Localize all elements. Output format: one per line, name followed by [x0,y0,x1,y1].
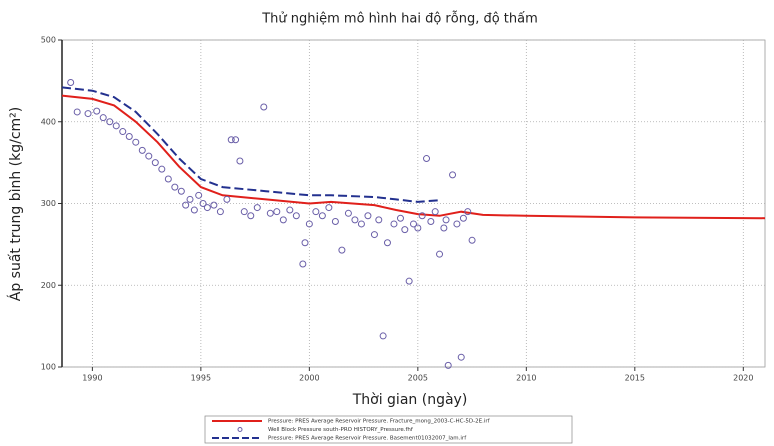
legend-box [204,415,573,444]
point [93,107,101,115]
point [125,132,133,140]
point [312,208,320,216]
point [73,108,81,116]
point [410,220,417,228]
point [299,260,307,268]
x-tick-label: 2000 [299,374,319,383]
point [99,114,107,122]
point [227,136,235,144]
y-axis-label: Áp suất trung bình (kg/cm²) [7,107,24,301]
point [151,159,159,167]
point [351,216,359,224]
point [357,220,365,228]
point [67,79,75,87]
point [418,212,426,220]
x-tick-label: 2005 [408,374,428,383]
point [375,216,383,224]
point [186,195,194,203]
point [106,118,114,126]
point [223,195,231,203]
point [401,226,409,234]
point [325,204,333,212]
legend-label: Pressure: PRES Average Reservoir Pressur… [268,436,467,442]
point [301,239,309,247]
point [164,175,172,183]
point [364,212,372,220]
y-tick-label: 100 [41,363,56,372]
point [158,165,166,173]
point [236,157,244,165]
point [383,239,391,247]
point [370,231,378,239]
x-tick-label: 2020 [733,374,753,383]
point [379,332,387,340]
point [331,217,339,225]
x-tick-label: 1990 [82,374,102,383]
point [240,208,248,216]
point [457,353,465,361]
point [468,236,476,244]
y-tick-label: 500 [41,36,56,45]
point [338,246,346,254]
point [171,183,179,191]
point [423,155,431,163]
point [84,110,92,118]
point [459,214,467,222]
x-tick-label: 2015 [625,374,645,383]
point [132,138,140,146]
point [199,200,207,207]
point [216,208,224,216]
point [112,122,120,130]
point [390,220,398,228]
line [61,94,766,220]
point [232,136,240,144]
point [405,277,413,285]
point [190,206,198,214]
point [260,103,268,111]
point [119,128,127,136]
x-tick-label: 1995 [191,374,211,383]
legend-marker [237,427,243,432]
dashed-line [61,86,440,203]
point [431,208,439,216]
point [442,216,450,224]
legend-label: Well Block Pressure south-PRO HISTORY_Pr… [268,427,414,433]
point [279,216,287,224]
chart-title: Thử nghiệm mô hình hai độ rỗng, độ thấm [261,12,538,27]
point [177,187,185,195]
y-tick-label: 300 [41,199,56,208]
point [444,361,452,369]
x-axis-label: Thời gian (ngày) [352,392,468,408]
point [247,212,255,220]
point [182,201,190,209]
y-tick-label: 200 [41,281,56,290]
point [286,206,294,214]
point [453,220,461,228]
point [427,217,435,225]
point [344,209,352,217]
point [440,224,448,232]
legend-label: Pressure: PRES Average Reservoir Pressur… [268,419,491,425]
point [273,208,281,216]
point [145,152,153,160]
point [266,209,274,217]
point [414,224,422,232]
y-tick-label: 400 [41,117,56,126]
point [253,204,261,212]
x-tick-label: 2010 [516,374,536,383]
point [195,191,203,199]
point [436,250,444,258]
point [396,214,404,222]
point [292,212,300,220]
point [210,201,218,209]
point [464,208,472,216]
point [203,204,211,212]
point [305,220,313,228]
point [449,171,457,179]
point [138,146,146,154]
point [318,212,326,220]
